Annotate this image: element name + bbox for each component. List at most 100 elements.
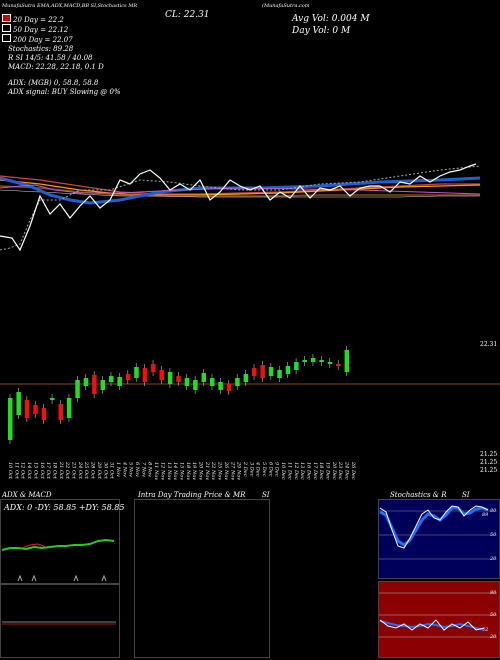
date-label: 10 Dec — [280, 462, 286, 480]
stoch-tick-80: 80 — [490, 508, 497, 514]
date-label: 2 Dec — [242, 461, 248, 477]
candle-body — [302, 360, 308, 362]
candle-body — [134, 367, 139, 378]
moving-average-lines — [0, 163, 481, 252]
candle-body — [75, 380, 80, 398]
date-label: 16 Dec — [305, 462, 311, 480]
day-volume-label: Day Vol: 0 M — [292, 26, 351, 36]
candle-body — [159, 370, 164, 380]
ma-line — [0, 189, 480, 198]
candle-body — [268, 367, 274, 376]
rsi-tick-50: 50 — [490, 612, 497, 618]
sma20-swatch-icon — [2, 14, 11, 22]
macd-panel — [0, 584, 120, 658]
ma-line — [0, 176, 481, 205]
date-label: 1 Nov — [115, 462, 121, 477]
candle-body — [327, 362, 333, 364]
date-label: 24 Oct — [77, 461, 83, 480]
ma-line — [0, 163, 477, 252]
macd-label: MACD: 22.28, 22.18, 0.1 D — [8, 63, 104, 71]
date-label: 20 Dec — [331, 461, 337, 480]
candle-body — [50, 398, 55, 400]
candle-body — [226, 384, 232, 391]
stochastics-label: Stochastics: 89.28 — [8, 45, 74, 53]
sma200-swatch-icon — [2, 34, 11, 42]
candle-body — [16, 392, 21, 415]
date-label: 10 Oct — [7, 462, 13, 480]
adx-panel-title: ADX & MACD — [2, 491, 52, 499]
candle-body — [235, 378, 240, 386]
candle-body — [310, 358, 316, 362]
adx-panel: ADX: 0 -DY: 58.85 +DY: 58.85 — [0, 499, 124, 584]
stoch-tick-20: 20 — [490, 556, 497, 562]
date-label: 15 Oct — [32, 462, 38, 480]
date-label: 3 Dec — [248, 462, 254, 477]
date-label: 19 Nov — [191, 462, 197, 480]
date-label: 22 Oct — [64, 461, 70, 480]
candle-body — [100, 380, 106, 390]
rsi-value-label: 42 — [482, 627, 489, 633]
stoch-tick-50: 50 — [490, 532, 497, 538]
candle-body — [277, 370, 282, 378]
intraday-panel-title: Intra Day Trading Price & MR — [138, 491, 246, 499]
header-title-line: MunafaSutra EMA,ADX,MACD,BB SI,Stochasti… — [2, 3, 138, 9]
price-axis-upper-label: 22.31 — [480, 341, 498, 348]
date-label: 23 Dec — [337, 461, 343, 480]
candle-body — [125, 374, 131, 380]
candle-body — [142, 368, 148, 382]
sma20-label: 20 Day = 22.2 — [2, 14, 64, 24]
close-price-label: CL: 22.31 — [165, 10, 210, 20]
date-label: 24 Dec — [344, 461, 350, 480]
rsi-panel — [378, 581, 500, 658]
date-label: 30 Oct — [102, 462, 108, 480]
ma-line — [0, 184, 481, 195]
candle-body — [151, 364, 156, 372]
date-label: 9 Dec — [274, 462, 280, 477]
intraday-si-label: SI — [262, 491, 270, 499]
ma-line — [0, 165, 481, 251]
candle-body — [66, 398, 72, 418]
date-label: 4 Nov — [121, 461, 127, 477]
main-price-chart: 10 Oct 11 Oct 12 Oct 14 Oct 15 Oct 16 Oct 17 O… — [0, 163, 500, 480]
date-label: 8 Nov — [147, 462, 153, 477]
date-label: 6 Nov — [134, 462, 140, 477]
date-label: 14 Nov — [172, 462, 178, 480]
ma-line — [0, 185, 480, 197]
candle-body — [201, 373, 207, 382]
date-label: 11 Dec — [286, 462, 292, 480]
date-label: 5 Nov — [128, 462, 134, 477]
candle-body — [193, 380, 198, 390]
candle-body — [243, 374, 249, 382]
intraday-panel — [134, 499, 270, 658]
stoch-panel-title: Stochastics & R — [390, 491, 447, 499]
price-axis-lower-label-1: 21.25 — [480, 451, 498, 458]
date-label: 11 Oct — [13, 462, 19, 480]
rsi-label: R SI 14/5: 41.58 / 40.08 — [8, 54, 93, 62]
date-label: 18 Nov — [185, 462, 191, 480]
candle-body — [285, 366, 291, 374]
date-label: 21 Nov — [204, 461, 210, 480]
candle-body — [319, 360, 324, 362]
date-label: 5 Dec — [261, 462, 267, 477]
date-label: 28 Oct — [90, 461, 96, 480]
date-label: 13 Nov — [166, 462, 172, 480]
date-label: 23 Oct — [71, 461, 77, 480]
ma-line — [0, 175, 480, 195]
stoch-si-label: SI — [462, 491, 470, 499]
date-label: 12 Oct — [20, 462, 26, 480]
candle-body — [33, 405, 38, 414]
candle-body — [336, 364, 341, 366]
avg-volume-label: Avg Vol: 0.004 M — [292, 14, 370, 24]
stoch-value-label: 89 — [482, 512, 489, 518]
candle-body — [8, 398, 13, 440]
date-label: 13 Dec — [299, 462, 305, 480]
date-label: 26 Nov — [223, 461, 229, 480]
date-label: 15 Nov — [178, 462, 184, 480]
candle-body — [209, 378, 215, 386]
candle-body — [260, 365, 265, 378]
price-axis-lower-label-2: 21.25 — [480, 459, 498, 466]
adx-label: ADX: (MGB) 0, 58.8, 58.8 — [8, 79, 99, 87]
adx-signal-label: ADX signal: BUY Slowing @ 0% — [8, 88, 121, 96]
sma50-swatch-icon — [2, 24, 11, 32]
candle-body — [41, 408, 47, 420]
